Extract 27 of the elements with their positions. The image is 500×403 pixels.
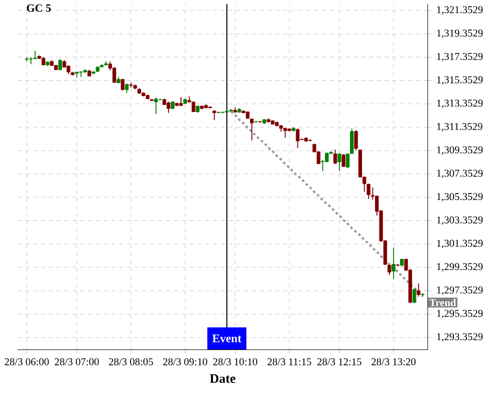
x-tick-label: 28/3 07:00 <box>54 358 99 366</box>
y-tick-label: 1,315.3529 <box>437 76 483 85</box>
y-tick-label: 1,299.3529 <box>437 262 483 272</box>
series-label: Trend <box>429 298 456 306</box>
y-tick-label: 1,303.3529 <box>437 216 483 225</box>
y-tick-label: 1,297.3529 <box>437 286 483 295</box>
y-tick-label: 1,295.3529 <box>437 310 483 318</box>
y-tick-label: 1,317.3529 <box>437 52 483 62</box>
x-tick-label: 28/3 09:10 <box>163 358 208 366</box>
x-axis-title: Date <box>210 374 236 383</box>
x-tick-label: 28/3 11:15 <box>268 358 312 366</box>
y-tick-label: 1,307.3529 <box>437 169 483 178</box>
x-tick-label: 28/3 13:20 <box>372 358 416 366</box>
x-tick-label: 28/3 10:10 <box>213 358 258 366</box>
x-tick-label: 28/3 08:05 <box>108 358 153 366</box>
y-tick-label: 1,313.3529 <box>437 99 483 108</box>
y-tick-label: 1,311.3529 <box>437 122 482 132</box>
x-tick-label: 28/3 12:15 <box>317 358 362 366</box>
y-tick-label: 1,305.3529 <box>437 192 483 202</box>
chart-title: GC 5 <box>26 4 51 12</box>
y-tick-label: 1,309.3529 <box>437 146 483 155</box>
x-tick-label: 28/3 06:00 <box>4 358 49 366</box>
y-tick-label: 1,321.3529 <box>437 6 483 14</box>
annotation: Event <box>212 334 242 342</box>
y-tick-label: 1,293.3529 <box>437 332 483 342</box>
y-tick-label: 1,319.3529 <box>437 29 483 38</box>
y-tick-label: 1,301.3529 <box>437 240 483 248</box>
